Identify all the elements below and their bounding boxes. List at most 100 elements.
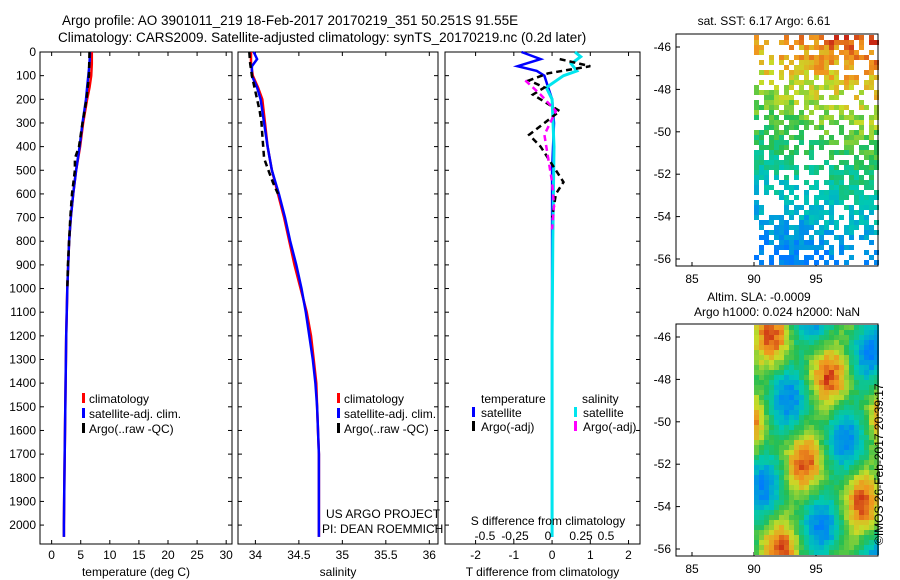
heat-cell (794, 240, 799, 245)
heat-cell (829, 460, 834, 465)
heat-cell (849, 245, 854, 250)
heat-cell (764, 460, 769, 465)
heat-cell (864, 445, 869, 450)
heat-cell (859, 410, 864, 415)
heat-cell (824, 350, 829, 355)
heat-cell (789, 450, 794, 455)
heat-cell (864, 485, 869, 490)
xtick-label-differences: 1 (587, 548, 594, 562)
heat-cell (824, 535, 829, 540)
heat-cell (869, 385, 874, 390)
heat-cell (809, 450, 814, 455)
heat-cell (844, 500, 849, 505)
heat-cell (814, 460, 819, 465)
heat-cell (834, 385, 839, 390)
heat-cell (844, 55, 849, 60)
heat-cell (824, 540, 829, 545)
heat-cell (764, 340, 769, 345)
plot-frame-differences (444, 51, 641, 545)
heat-cell (869, 345, 874, 350)
heat-cell (814, 95, 819, 100)
legend-label-salinity: satellite-adj. clim. (344, 407, 436, 421)
heat-cell (844, 510, 849, 515)
heat-cell (799, 520, 804, 525)
heat-cell (834, 105, 839, 110)
heat-cell (764, 235, 769, 240)
heat-cell (804, 335, 809, 340)
heat-cell (759, 225, 764, 230)
heat-cell (844, 50, 849, 55)
heat-cell (854, 500, 859, 505)
heat-cell (784, 180, 789, 185)
heat-cell (789, 260, 794, 265)
heat-cell (804, 65, 809, 70)
heat-cell (834, 360, 839, 365)
heat-cell (764, 535, 769, 540)
heat-cell (799, 115, 804, 120)
heat-cell (829, 135, 834, 140)
heat-cell (799, 380, 804, 385)
heat-cell (869, 455, 874, 460)
map-ytick-label-sst_map: -46 (654, 40, 672, 54)
heat-cell (779, 95, 784, 100)
heat-cell (764, 180, 769, 185)
heat-cell (859, 165, 864, 170)
heat-cell (784, 500, 789, 505)
heat-cell (874, 420, 879, 425)
heat-cell (849, 350, 854, 355)
heat-cell (834, 335, 839, 340)
heat-cell (774, 115, 779, 120)
heat-cell (774, 510, 779, 515)
heat-cell (839, 455, 844, 460)
heat-cell (839, 355, 844, 360)
heat-cell (839, 175, 844, 180)
heat-cell (754, 520, 759, 525)
heat-cell (844, 475, 849, 480)
heat-cell (814, 210, 819, 215)
heat-cell (794, 490, 799, 495)
heat-cell (819, 85, 824, 90)
series-line-salinity-2 (248, 51, 280, 195)
heat-cell (839, 500, 844, 505)
heat-cell (814, 335, 819, 340)
heat-cell (774, 350, 779, 355)
heat-cell (824, 530, 829, 535)
xtick-label-salinity: 35 (336, 548, 350, 562)
heat-cell (814, 45, 819, 50)
heat-cell (859, 550, 864, 555)
heat-cell (804, 550, 809, 555)
heat-cell (834, 355, 839, 360)
heat-cell (764, 325, 769, 330)
heat-cell (799, 475, 804, 480)
heat-cell (819, 485, 824, 490)
heat-cell (764, 165, 769, 170)
heat-cell (834, 180, 839, 185)
heat-cell (764, 425, 769, 430)
heat-cell (849, 145, 854, 150)
heat-cell (779, 515, 784, 520)
heat-cell (784, 525, 789, 530)
heat-cell (784, 535, 789, 540)
heat-cell (839, 405, 844, 410)
heat-cell (869, 510, 874, 515)
heat-cell (829, 415, 834, 420)
heat-cell (854, 465, 859, 470)
heat-cell (819, 215, 824, 220)
heat-cell (794, 445, 799, 450)
xlabel-top-differences: S difference from climatology (471, 514, 626, 528)
heat-cell (839, 460, 844, 465)
heat-cell (829, 55, 834, 60)
heat-cell (804, 515, 809, 520)
heat-cell (849, 420, 854, 425)
heat-cell (864, 395, 869, 400)
heat-cell (829, 470, 834, 475)
heat-cell (829, 400, 834, 405)
heat-cell (869, 525, 874, 530)
heat-cell (834, 400, 839, 405)
heat-cell (809, 225, 814, 230)
heat-cell (769, 370, 774, 375)
heat-cell (819, 425, 824, 430)
heat-cell (829, 330, 834, 335)
heat-cell (754, 490, 759, 495)
heat-cell (869, 85, 874, 90)
